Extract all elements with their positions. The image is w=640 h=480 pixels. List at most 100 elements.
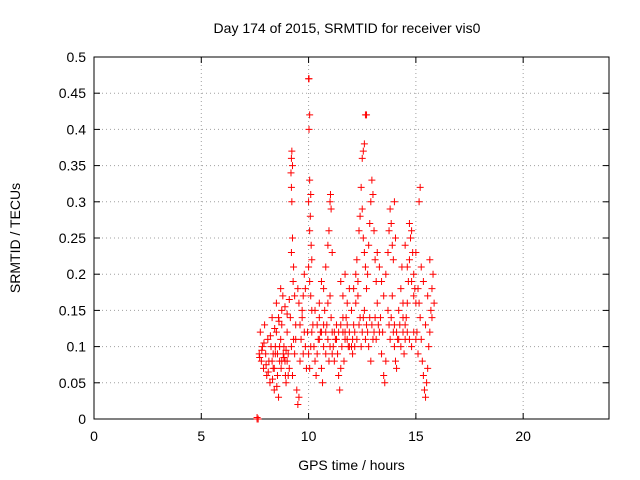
data-point: [324, 335, 332, 343]
data-point: [387, 314, 395, 322]
data-point: [288, 162, 296, 170]
data-point: [335, 372, 343, 380]
data-point: [425, 343, 433, 351]
data-point: [290, 263, 298, 271]
data-point: [340, 357, 348, 365]
data-point: [372, 335, 380, 343]
data-point: [428, 285, 436, 293]
data-point: [382, 357, 390, 365]
data-point: [371, 256, 379, 264]
data-point: [287, 343, 295, 351]
data-point: [366, 314, 374, 322]
data-point: [315, 299, 323, 307]
data-point: [408, 277, 416, 285]
data-point: [355, 321, 363, 329]
data-point: [284, 372, 292, 380]
data-point: [273, 382, 281, 390]
data-point: [341, 270, 349, 278]
data-point: [386, 205, 394, 213]
data-point: [354, 292, 362, 300]
data-point: [268, 357, 276, 365]
data-point: [261, 321, 269, 329]
data-point: [373, 248, 381, 256]
data-point: [401, 321, 409, 329]
data-point: [291, 292, 299, 300]
y-tick-label: 0.05: [59, 375, 86, 391]
data-point: [422, 321, 430, 329]
y-tick-label: 0.2: [67, 266, 87, 282]
data-point: [296, 357, 304, 365]
data-point: [388, 292, 396, 300]
data-point: [405, 220, 413, 228]
data-point: [380, 372, 388, 380]
data-point: [291, 350, 299, 358]
data-point: [429, 270, 437, 278]
x-tick-label: 15: [408, 428, 424, 444]
data-point: [253, 414, 261, 422]
x-tick-label: 5: [197, 428, 205, 444]
data-point: [258, 343, 266, 351]
data-point: [364, 328, 372, 336]
data-point: [419, 277, 427, 285]
data-point: [426, 256, 434, 264]
data-point: [273, 350, 281, 358]
data-point: [257, 357, 265, 365]
data-point: [308, 328, 316, 336]
data-point: [326, 343, 334, 351]
data-point: [424, 292, 432, 300]
data-point: [276, 343, 284, 351]
data-point: [307, 292, 315, 300]
data-point: [378, 277, 386, 285]
data-point: [283, 310, 291, 318]
data-point: [322, 350, 330, 358]
data-point: [428, 314, 436, 322]
data-point: [283, 328, 291, 336]
data-point: [288, 147, 296, 155]
data-point: [277, 335, 285, 343]
data-point: [407, 234, 415, 242]
data-point: [403, 263, 411, 271]
data-point: [351, 328, 359, 336]
data-point: [381, 379, 389, 387]
data-point: [266, 379, 274, 387]
data-point: [419, 372, 427, 380]
data-point: [275, 314, 283, 322]
data-point: [350, 285, 358, 293]
data-point: [361, 263, 369, 271]
data-point: [426, 328, 434, 336]
data-point: [305, 350, 313, 358]
data-point: [337, 364, 345, 372]
data-point: [380, 292, 388, 300]
data-point: [395, 335, 403, 343]
data-point: [423, 379, 431, 387]
data-point: [287, 183, 295, 191]
data-point: [376, 314, 384, 322]
data-point: [366, 220, 374, 228]
data-point: [391, 234, 399, 242]
data-point: [275, 393, 283, 401]
data-point: [357, 183, 365, 191]
data-point: [364, 270, 372, 278]
y-tick-label: 0.3: [67, 194, 87, 210]
y-tick-label: 0.45: [59, 85, 86, 101]
data-point: [307, 343, 315, 351]
data-point: [352, 270, 360, 278]
data-point: [315, 335, 323, 343]
data-point: [365, 241, 373, 249]
data-point: [336, 386, 344, 394]
data-point: [269, 375, 277, 383]
data-point: [424, 364, 432, 372]
y-tick-label: 0.5: [67, 49, 87, 65]
data-point: [315, 314, 323, 322]
data-point: [330, 357, 338, 365]
data-point: [300, 270, 308, 278]
x-tick-label: 10: [301, 428, 317, 444]
data-point: [343, 321, 351, 329]
data-point: [263, 372, 271, 380]
data-point: [272, 328, 280, 336]
data-point: [415, 198, 423, 206]
data-point: [266, 332, 274, 340]
data-point: [360, 248, 368, 256]
data-point: [296, 321, 304, 329]
data-point: [301, 285, 309, 293]
